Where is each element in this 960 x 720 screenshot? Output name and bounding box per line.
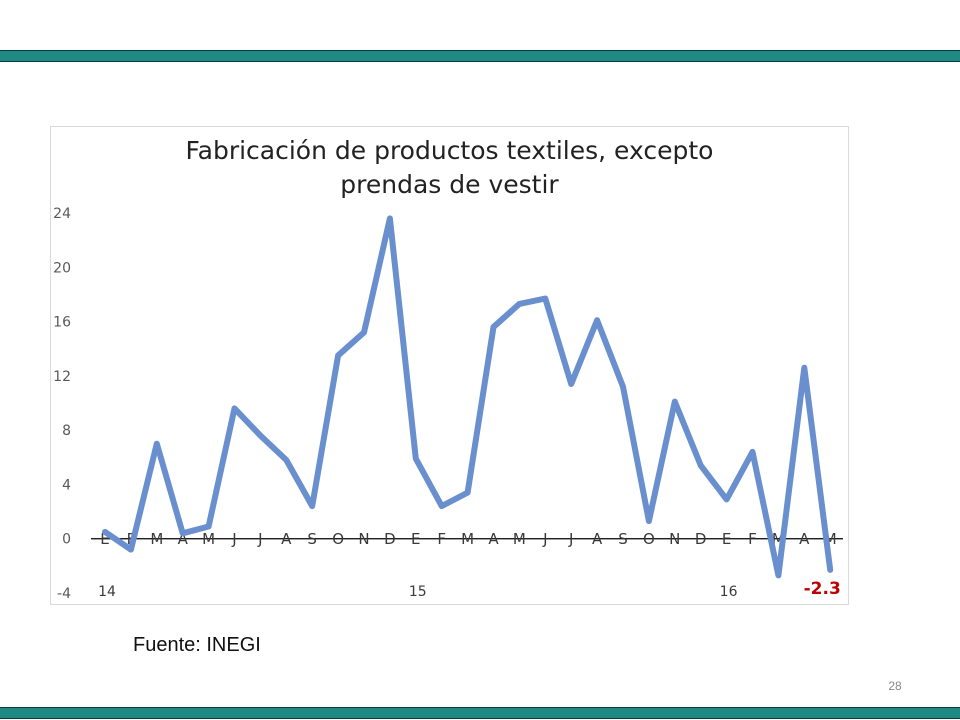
data-point [750, 449, 755, 455]
data-point [309, 503, 315, 509]
x-tick-label: A [178, 530, 189, 548]
y-tick-label: 16 [53, 315, 71, 331]
data-point [387, 215, 393, 221]
data-point [801, 365, 807, 371]
x-tick-label: D [695, 530, 707, 548]
y-tick-label: 20 [53, 260, 71, 276]
x-tick-label: S [618, 530, 628, 548]
data-point [672, 399, 678, 405]
data-point [232, 405, 237, 411]
x-tick-label: F [748, 530, 757, 548]
data-point [180, 530, 186, 536]
page-number: 28 [888, 679, 902, 693]
data-point [491, 324, 496, 330]
source-note: Fuente: INEGI [133, 634, 261, 656]
data-point [620, 384, 626, 390]
x-tick-label: E [100, 530, 109, 548]
top-accent-bar [0, 50, 960, 62]
data-point [154, 441, 160, 447]
y-tick-label: -4 [57, 586, 71, 602]
year-label: 14 [98, 584, 116, 600]
data-point [775, 572, 781, 578]
data-point [646, 518, 652, 524]
x-tick-label: A [488, 530, 499, 548]
x-tick-label: J [257, 530, 262, 548]
x-tick-label: M [150, 530, 163, 548]
data-point [568, 381, 574, 387]
data-point [102, 529, 108, 535]
chart-title-line-2: prendas de vestir [340, 170, 559, 199]
x-tick-label: F [437, 530, 446, 548]
last-value-label: -2.3 [804, 579, 841, 599]
x-tick-label: E [722, 530, 731, 548]
x-tick-label: E [411, 530, 420, 548]
x-tick-label: A [592, 530, 603, 548]
data-point [516, 301, 522, 307]
chart-frame: -4 0 4 8 12 16 20 24 E F M A M J J A S O N D E F M A M J J A S O N D E F M… [50, 126, 849, 605]
data-point [698, 462, 704, 468]
bottom-accent-bar [0, 707, 960, 719]
data-point [827, 567, 833, 573]
data-point [465, 490, 471, 496]
year-label: 16 [720, 584, 738, 600]
y-tick-label: 24 [53, 206, 71, 222]
data-point [361, 329, 367, 335]
x-tick-label: J [568, 530, 573, 548]
data-point [439, 503, 445, 509]
x-tick-label: O [643, 530, 655, 548]
x-tick-label: N [358, 530, 369, 548]
x-tick-label: M [513, 530, 526, 548]
chart-title-line-1: Fabricación de productos textiles, excep… [185, 136, 714, 165]
x-tick-label: O [332, 530, 344, 548]
x-tick-label: J [542, 530, 547, 548]
data-point [413, 456, 419, 462]
series-line [102, 215, 834, 579]
x-tick-label: A [799, 530, 810, 548]
x-tick-label: N [669, 530, 680, 548]
y-tick-label: 12 [53, 369, 71, 385]
y-tick-label: 4 [62, 477, 71, 493]
data-point [257, 433, 263, 439]
y-tick-label: 0 [62, 532, 71, 548]
x-tick-label: D [384, 530, 396, 548]
x-tick-label: M [202, 530, 215, 548]
y-tick-label: 8 [62, 423, 71, 439]
x-tick-label: S [307, 530, 317, 548]
x-tick-label: A [281, 530, 292, 548]
x-tick-label: J [231, 530, 236, 548]
x-tick-label: M [461, 530, 474, 548]
data-point [335, 353, 341, 358]
data-point [206, 524, 212, 529]
data-point [724, 496, 730, 502]
data-point [128, 547, 134, 553]
data-point [542, 296, 548, 301]
chart-title: Fabricación de productos textiles, excep… [50, 134, 849, 202]
data-point [283, 457, 289, 463]
year-label: 15 [409, 584, 427, 600]
data-point [594, 317, 600, 323]
